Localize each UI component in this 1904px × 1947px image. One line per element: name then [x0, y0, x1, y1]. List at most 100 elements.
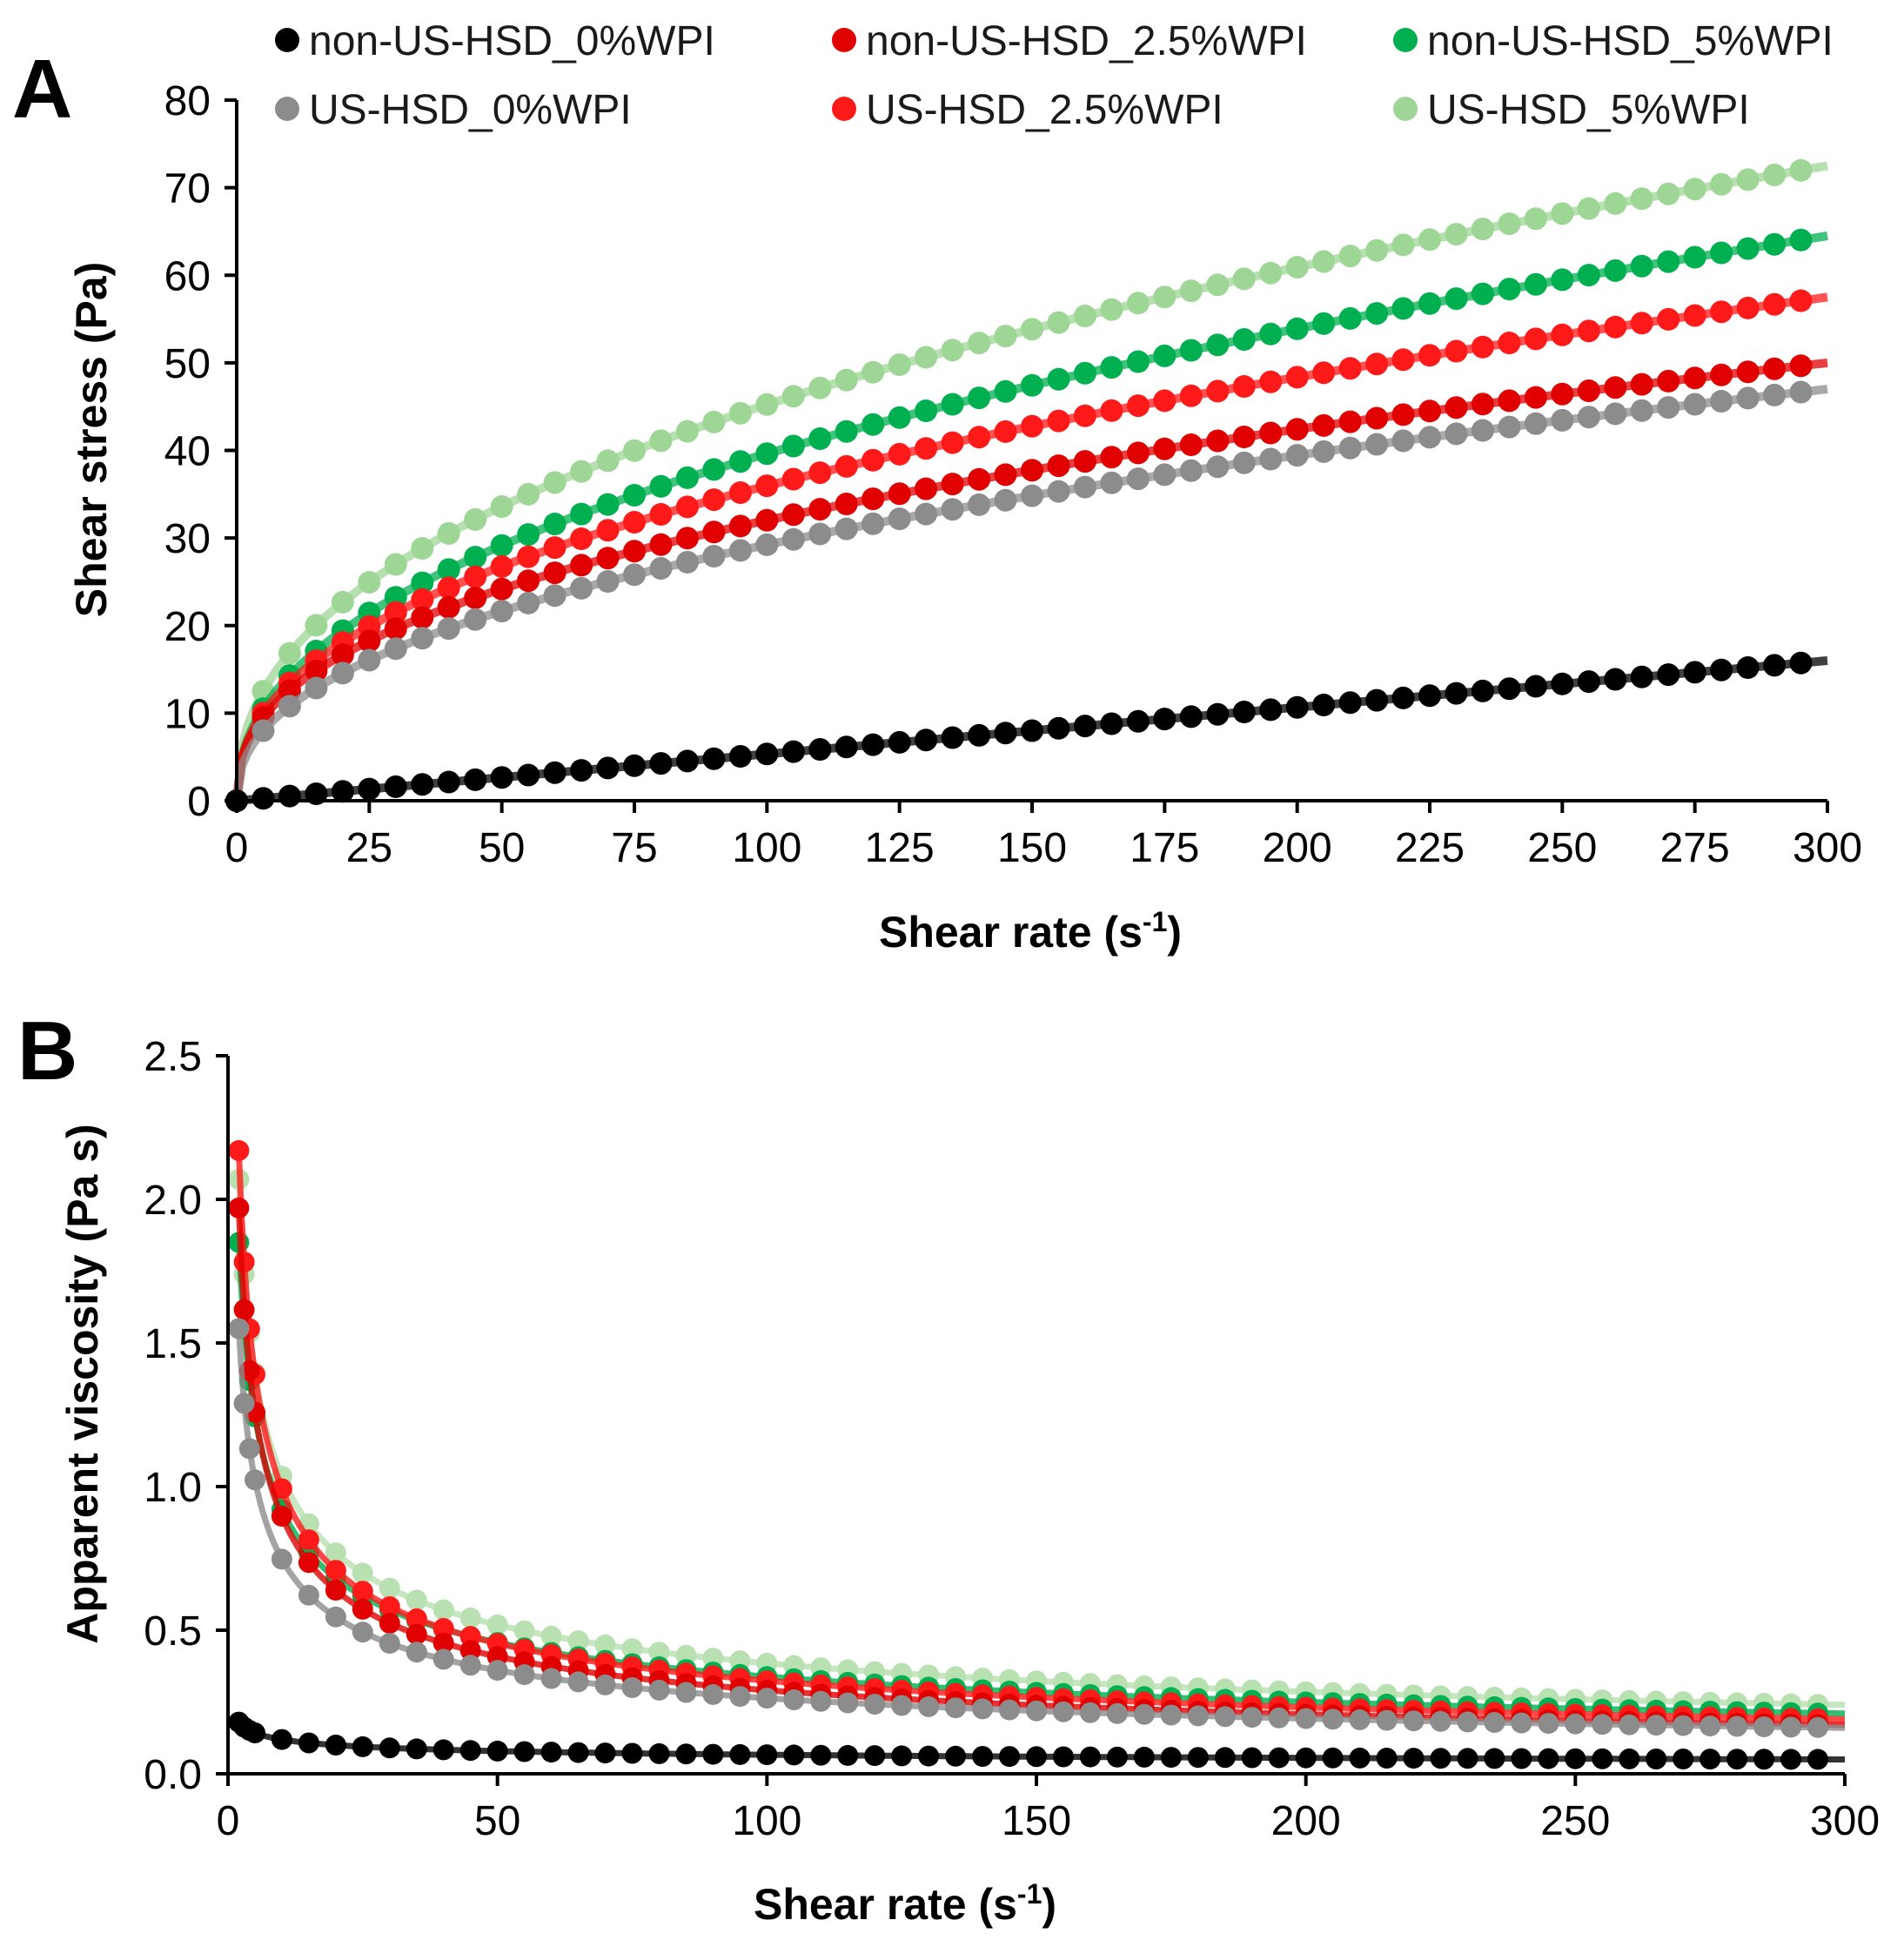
panel-a-point-5	[331, 590, 354, 614]
panel-a-point-5	[1763, 164, 1787, 186]
panel-a-point-0	[702, 747, 726, 770]
panel-a-point-5	[649, 429, 673, 453]
panel-b-point-5	[675, 1644, 697, 1666]
panel-a-point-4	[1047, 409, 1070, 433]
legend: non-US-HSD_0%WPI non-US-HSD_2.5%WPI non-US…	[275, 18, 1834, 133]
panel-a-point-2	[570, 502, 593, 526]
panel-a-point-3	[1763, 383, 1787, 406]
legend-marker-5	[1393, 97, 1418, 121]
panel-a-point-3	[1259, 447, 1283, 471]
panel-a-point-5	[915, 346, 938, 369]
panel-a-point-2	[464, 546, 487, 569]
panel-a-point-0	[1179, 705, 1203, 728]
panel-a-point-4	[1100, 399, 1123, 422]
panel-a-point-0	[1683, 661, 1706, 684]
panel-b-point-0	[567, 1742, 589, 1763]
panel-a-point-5	[1604, 191, 1627, 215]
panel-a-point-1	[1312, 413, 1336, 437]
panel-a-point-2	[1232, 328, 1256, 351]
panel-a-point-5	[1551, 202, 1574, 225]
panel-a-point-3	[861, 512, 885, 535]
panel-a-point-1	[1391, 403, 1415, 426]
panel-a-point-5	[994, 325, 1017, 348]
panel-a-point-4	[1312, 361, 1336, 385]
panel-a-point-3	[781, 527, 805, 551]
panel-a-point-1	[1551, 382, 1574, 406]
panel-a-point-2	[1206, 333, 1230, 357]
panel-a-point-0	[278, 784, 301, 808]
panel-b-label: B	[17, 1004, 77, 1098]
panel-a-point-4	[968, 426, 991, 449]
panel-a-point-0	[1285, 695, 1309, 719]
panel-a-point-5	[305, 614, 328, 637]
panel-a-point-5	[596, 449, 620, 473]
panel-a-point-5	[1577, 197, 1600, 220]
panel-b-point-3	[918, 1695, 940, 1717]
panel-a-point-1	[808, 498, 832, 521]
panel-b-point-0	[352, 1736, 373, 1757]
panel-a-point-1	[1471, 393, 1494, 416]
panel-a-point-1	[1285, 418, 1309, 441]
panel-a-point-2	[1551, 268, 1574, 292]
panel-b-point-3	[459, 1655, 481, 1676]
panel-a-point-4	[1153, 389, 1177, 413]
panel-a-point-2	[1604, 258, 1627, 282]
panel-a-point-1	[1047, 454, 1070, 478]
panel-a-point-1	[490, 577, 513, 601]
panel-a-x-tick-label: 25	[346, 825, 392, 871]
panel-a-point-1	[1710, 363, 1733, 386]
panel-a-point-3	[1126, 467, 1150, 491]
panel-a-point-3	[358, 648, 381, 672]
panel-a-point-3	[1630, 399, 1653, 422]
panel-a-x-tick-label: 150	[997, 825, 1067, 871]
panel-a-point-4	[835, 454, 858, 478]
panel-b-point-0	[621, 1742, 643, 1764]
panel-a-point-1	[915, 477, 938, 500]
panel-b-x-tick-label: 150	[1002, 1798, 1071, 1844]
panel-a-point-2	[1179, 339, 1203, 362]
panel-a-point-0	[861, 733, 885, 756]
panel-a-x-tick-label: 100	[732, 825, 801, 871]
panel-b-point-3	[837, 1692, 859, 1714]
legend-label-1: non-US-HSD_2.5%WPI	[866, 18, 1307, 64]
panel-a-point-2	[1710, 241, 1733, 265]
panel-b-y-tick-label: 2.5	[144, 1034, 202, 1080]
panel-a-point-0	[1232, 701, 1256, 723]
panel-a-point-1	[675, 527, 699, 550]
panel-a-point-0	[411, 773, 434, 796]
panel-a-y-axis-label: Shear stress (Pa)	[67, 262, 116, 618]
panel-b-point-3	[1133, 1703, 1155, 1725]
panel-a-point-5	[941, 339, 964, 362]
panel-a-point-5	[1391, 233, 1415, 257]
panel-a-point-0	[1630, 665, 1653, 688]
panel-a-point-5	[1206, 273, 1230, 297]
panel-a-point-2	[437, 558, 460, 581]
panel-b-point-3	[513, 1664, 535, 1686]
panel-a-point-0	[941, 726, 964, 749]
panel-a-point-1	[941, 473, 964, 496]
panel-b-point-3	[1241, 1707, 1263, 1729]
panel-a-point-1	[1232, 426, 1256, 448]
panel-a-point-0	[1153, 708, 1177, 731]
panel-a-point-5	[570, 460, 593, 483]
panel-b-point-5	[459, 1607, 481, 1628]
panel-b-point-3	[1484, 1712, 1505, 1733]
panel-a-point-3	[437, 617, 460, 641]
panel-b-point-5	[379, 1577, 400, 1599]
panel-b-point-3	[352, 1621, 373, 1643]
panel-b-point-0	[1457, 1748, 1478, 1769]
panel-a-point-0	[1100, 712, 1123, 735]
panel-a-point-1	[781, 503, 805, 527]
panel-a-point-0	[1126, 709, 1150, 733]
panel-a-point-3	[1232, 451, 1256, 474]
panel-b-point-4	[228, 1139, 250, 1161]
panel-a-point-5	[490, 495, 513, 518]
panel-a-y-tick-label: 30	[164, 516, 211, 562]
panel-a-point-0	[358, 777, 381, 801]
panel-a-x-tick-label: 200	[1263, 825, 1332, 871]
panel-a-point-4	[1232, 375, 1256, 398]
panel-a-point-4	[1365, 352, 1389, 376]
panel-a-point-1	[464, 586, 487, 609]
panel-b-point-4	[406, 1608, 427, 1629]
